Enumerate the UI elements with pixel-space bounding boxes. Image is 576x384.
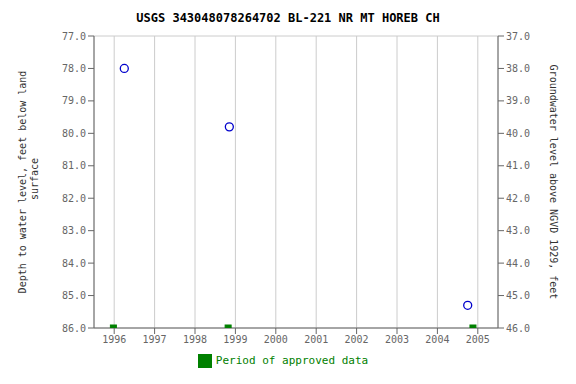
svg-text:86.0: 86.0 bbox=[62, 323, 86, 334]
svg-text:2004: 2004 bbox=[425, 334, 449, 345]
svg-text:1997: 1997 bbox=[143, 334, 167, 345]
svg-text:79.0: 79.0 bbox=[62, 95, 86, 106]
svg-text:85.0: 85.0 bbox=[62, 290, 86, 301]
svg-text:43.0: 43.0 bbox=[506, 225, 530, 236]
svg-text:38.0: 38.0 bbox=[506, 63, 530, 74]
html-text:USGS 343048078264702 BL-221 NR: USGS 343048078264702 BL-221 NR MT HOREB … bbox=[136, 11, 440, 25]
svg-text:37.0: 37.0 bbox=[506, 31, 530, 42]
svg-text:40.0: 40.0 bbox=[506, 128, 530, 139]
svg-text:78.0: 78.0 bbox=[62, 63, 86, 74]
svg-text:84.0: 84.0 bbox=[62, 258, 86, 269]
svg-text:Groundwater level above NGVD 1: Groundwater level above NGVD 1929, feet bbox=[548, 65, 559, 300]
svg-text:2000: 2000 bbox=[264, 334, 288, 345]
svg-text:46.0: 46.0 bbox=[506, 323, 530, 334]
svg-text:1999: 1999 bbox=[223, 334, 247, 345]
svg-text:1996: 1996 bbox=[102, 334, 126, 345]
html-text:Period of approved data: Period of approved data bbox=[215, 354, 369, 367]
svg-text:Depth to water level, feet bel: Depth to water level, feet below land su… bbox=[17, 71, 40, 294]
svg-text:80.0: 80.0 bbox=[62, 128, 86, 139]
svg-text:83.0: 83.0 bbox=[62, 225, 86, 236]
svg-text:44.0: 44.0 bbox=[506, 258, 530, 269]
svg-text:81.0: 81.0 bbox=[62, 160, 86, 171]
svg-text:77.0: 77.0 bbox=[62, 31, 86, 42]
svg-text:2003: 2003 bbox=[385, 334, 409, 345]
svg-text:2005: 2005 bbox=[466, 334, 490, 345]
svg-text:41.0: 41.0 bbox=[506, 160, 530, 171]
svg-text:45.0: 45.0 bbox=[506, 290, 530, 301]
svg-text:39.0: 39.0 bbox=[506, 95, 530, 106]
svg-text:82.0: 82.0 bbox=[62, 193, 86, 204]
svg-text:42.0: 42.0 bbox=[506, 193, 530, 204]
svg-text:1998: 1998 bbox=[183, 334, 207, 345]
svg-text:2001: 2001 bbox=[304, 334, 328, 345]
svg-text:2002: 2002 bbox=[345, 334, 369, 345]
